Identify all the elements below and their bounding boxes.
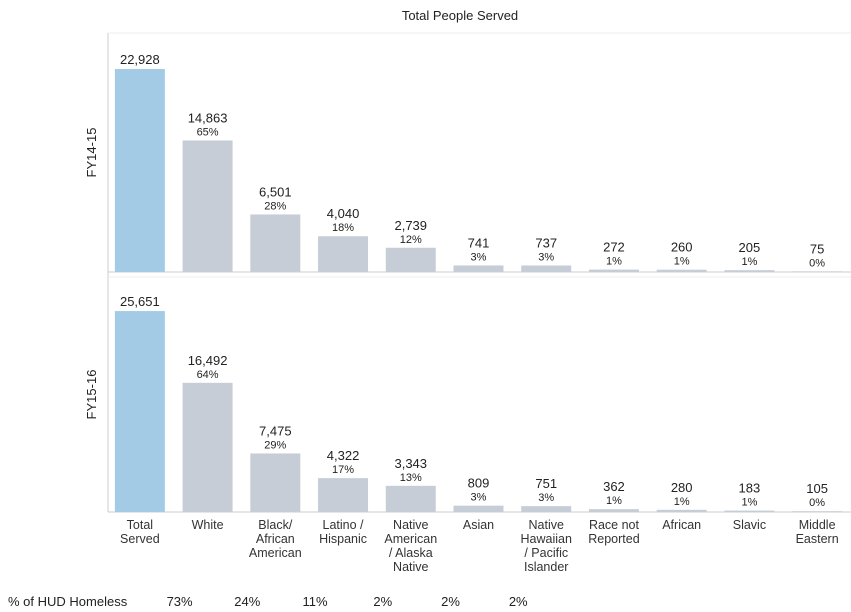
- x-tick-label: Middle Eastern: [796, 518, 839, 546]
- value-label: 105: [806, 481, 828, 496]
- percent-label: 3%: [538, 251, 554, 263]
- bar: [453, 265, 504, 272]
- value-label: 25,651: [120, 294, 160, 309]
- x-tick-label: Native Hawaiian / Pacific Islander: [521, 518, 572, 574]
- value-label: 3,343: [394, 456, 427, 471]
- bar: [250, 453, 301, 512]
- percent-label: 12%: [400, 234, 422, 246]
- bar: [521, 506, 572, 512]
- bar: [453, 505, 504, 512]
- percent-label: 1%: [674, 496, 690, 508]
- value-label: 183: [739, 481, 761, 496]
- percent-label: 0%: [809, 257, 825, 269]
- percent-label: 3%: [471, 251, 487, 263]
- bar: [114, 69, 165, 272]
- value-label: 16,492: [188, 353, 228, 368]
- value-label: 751: [535, 476, 557, 491]
- bar: [724, 270, 775, 272]
- value-label: 260: [671, 240, 693, 255]
- bar: [385, 485, 436, 512]
- value-label: 75: [810, 241, 824, 256]
- percent-label: 1%: [741, 256, 757, 268]
- value-label: 205: [739, 240, 761, 255]
- chart-title: Total People Served: [402, 8, 518, 23]
- panel-label: FY15-16: [84, 370, 99, 420]
- bar: [724, 510, 775, 512]
- bar: [385, 247, 436, 272]
- value-label: 14,863: [188, 110, 228, 125]
- x-tick-label: Slavic: [733, 518, 766, 532]
- value-label: 272: [603, 240, 625, 255]
- bar: [588, 269, 639, 272]
- value-label: 809: [468, 476, 490, 491]
- bar: [318, 236, 369, 272]
- bar: [114, 311, 165, 512]
- bar: [588, 509, 639, 512]
- x-tick-label: African: [662, 518, 701, 532]
- x-tick-label: Race not Reported: [588, 518, 639, 546]
- percent-label: 0%: [809, 497, 825, 509]
- percent-label: 64%: [197, 369, 219, 381]
- percent-label: 18%: [332, 222, 354, 234]
- x-tick-label: White: [192, 518, 224, 532]
- bar: [792, 511, 843, 512]
- hud-value: 73%: [167, 594, 193, 609]
- x-tick-label: Black/African American: [249, 518, 302, 560]
- bar: [182, 382, 233, 512]
- percent-label: 1%: [606, 495, 622, 507]
- hud-value: 11%: [303, 594, 328, 609]
- hud-value: 24%: [234, 594, 260, 609]
- bar: [656, 269, 707, 272]
- percent-label: 3%: [471, 492, 487, 504]
- hud-value: 2%: [373, 594, 392, 609]
- percent-label: 13%: [400, 472, 422, 484]
- value-label: 4,040: [327, 206, 360, 221]
- percent-label: 28%: [264, 200, 286, 212]
- value-label: 741: [468, 235, 490, 250]
- value-label: 2,739: [394, 218, 427, 233]
- bar: [318, 478, 369, 512]
- x-tick-label: Native American / Alaska Native: [384, 518, 437, 574]
- value-label: 22,928: [120, 52, 160, 67]
- bar: [792, 271, 843, 272]
- panel-label: FY14-15: [84, 128, 99, 178]
- percent-label: 17%: [332, 464, 354, 476]
- percent-label: 3%: [538, 492, 554, 504]
- x-tick-label: Latino / Hispanic: [319, 518, 367, 546]
- x-tick-label: Asian: [463, 518, 494, 532]
- value-label: 4,322: [327, 448, 360, 463]
- bar: [656, 509, 707, 512]
- x-tick-label: Total Served: [120, 518, 160, 546]
- percent-label: 65%: [197, 126, 219, 138]
- value-label: 737: [535, 235, 557, 250]
- hud-value: 2%: [509, 594, 528, 609]
- percent-label: 1%: [741, 497, 757, 509]
- percent-label: 1%: [674, 256, 690, 268]
- value-label: 6,501: [259, 184, 292, 199]
- bar: [250, 214, 301, 272]
- bar: [182, 140, 233, 272]
- hud-value: 2%: [441, 594, 460, 609]
- percent-label: 1%: [606, 256, 622, 268]
- hud-label: % of HUD Homeless: [8, 594, 128, 609]
- bar: [521, 265, 572, 272]
- value-label: 280: [671, 480, 693, 495]
- percent-label: 29%: [264, 439, 286, 451]
- value-label: 362: [603, 479, 625, 494]
- value-label: 7,475: [259, 423, 292, 438]
